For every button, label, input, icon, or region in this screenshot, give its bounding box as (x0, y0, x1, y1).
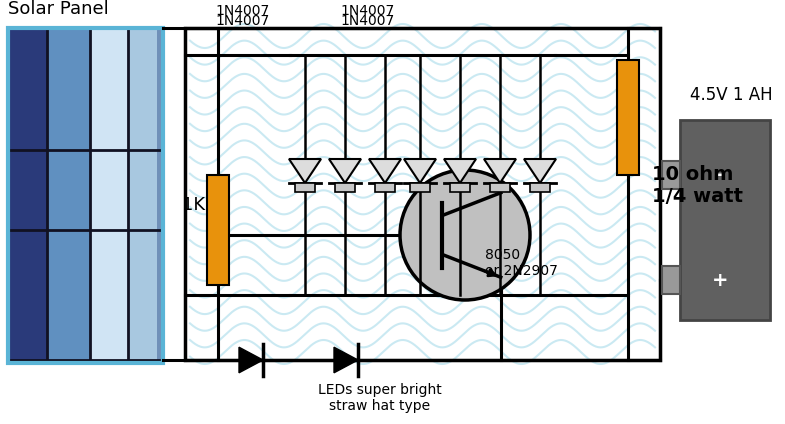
Bar (411, 183, 429, 192)
Text: 8050
or 2N2907: 8050 or 2N2907 (485, 248, 558, 278)
Text: –: – (716, 165, 725, 184)
Text: 1N4007: 1N4007 (215, 4, 269, 18)
Polygon shape (369, 159, 401, 183)
Bar (662, 161, 680, 189)
Bar (531, 183, 550, 192)
Bar (451, 183, 469, 192)
Text: Solar Panel: Solar Panel (8, 0, 109, 18)
Text: 4.5V 1 AH: 4.5V 1 AH (690, 86, 772, 104)
Bar (491, 183, 509, 192)
Polygon shape (444, 159, 476, 183)
Polygon shape (524, 159, 556, 183)
Bar (128, 28, 157, 363)
Text: 1N4007: 1N4007 (340, 4, 394, 18)
Bar (295, 183, 315, 192)
Bar (8, 28, 163, 363)
Text: 10 ohm
1/4 watt: 10 ohm 1/4 watt (652, 165, 743, 206)
Text: LEDs super bright
straw hat type: LEDs super bright straw hat type (318, 383, 442, 413)
Bar (335, 183, 355, 192)
Bar (157, 28, 163, 363)
Bar (680, 120, 770, 320)
Polygon shape (404, 159, 436, 183)
Bar (375, 183, 395, 192)
Bar (90, 28, 128, 363)
Bar (47, 28, 90, 363)
Bar (207, 175, 229, 285)
Bar (185, 28, 660, 360)
Bar (662, 266, 680, 294)
Text: 1N4007: 1N4007 (215, 14, 269, 28)
Bar (617, 60, 639, 175)
Bar (10, 28, 47, 363)
Polygon shape (484, 159, 516, 183)
Polygon shape (239, 347, 263, 373)
Polygon shape (334, 347, 358, 373)
Circle shape (400, 170, 530, 300)
Polygon shape (329, 159, 361, 183)
Text: 1N4007: 1N4007 (340, 14, 394, 28)
Polygon shape (289, 159, 321, 183)
Text: 1K: 1K (182, 196, 205, 214)
Text: +: + (712, 271, 728, 290)
